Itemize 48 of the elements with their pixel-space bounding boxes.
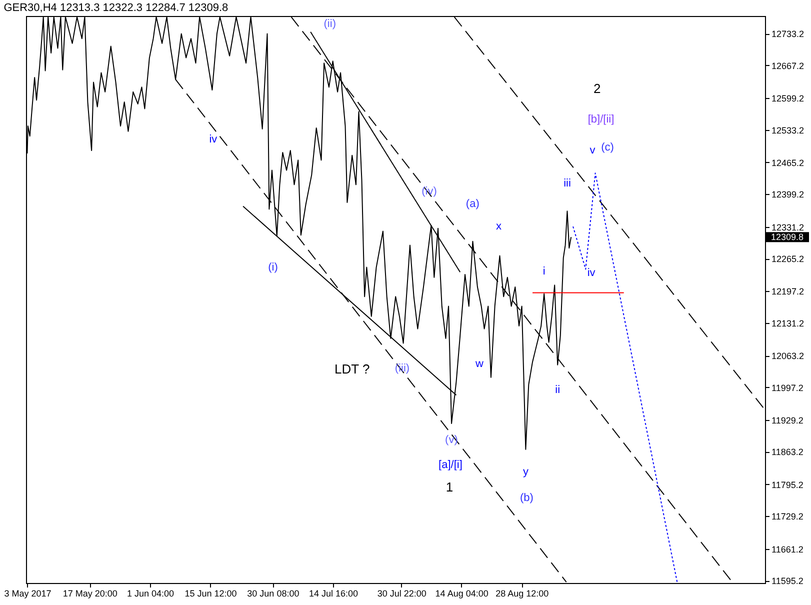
annotation: x [496, 220, 502, 232]
x-tick-label: 14 Jul 16:00 [308, 588, 358, 598]
annotation: [a]/[i] [438, 459, 462, 472]
x-tick-label: 30 Jul 22:00 [377, 588, 426, 598]
annotation: iv [587, 267, 596, 280]
annotation: v [590, 144, 596, 156]
x-tick-label: 17 May 20:00 [62, 588, 118, 598]
y-tick-label: 12131.2 [772, 318, 804, 328]
y-tick-label: 12399.2 [772, 190, 804, 200]
y-tick-label: 11795.2 [772, 480, 804, 490]
x-tick-label: 15 Jun 12:00 [184, 588, 237, 598]
chart-title: GER30,H4 12313.3 12322.3 12284.7 12309.8 [4, 2, 228, 14]
y-tick-label: 11997.2 [772, 382, 804, 393]
annotation: 1 [446, 480, 454, 495]
y-tick-label: 12197.2 [772, 286, 804, 297]
x-tick-label: 14 Aug 04:00 [435, 588, 488, 598]
text: 12309.8 [771, 232, 804, 242]
y-tick-label: 12667.2 [772, 60, 804, 71]
y-tick-label: 11863.2 [772, 447, 804, 458]
y-tick-label: 11595.2 [772, 576, 804, 586]
annotation: (ii) [324, 18, 336, 30]
x-tick-label: 30 Jun 08:00 [247, 588, 300, 598]
y-tick-label: 12465.2 [772, 158, 804, 168]
y-tick-label: 12733.2 [772, 29, 804, 40]
y-tick-label: 11661.2 [772, 544, 804, 554]
annotation: w [474, 358, 484, 370]
y-tick-label: 11729.2 [772, 512, 804, 522]
y-tick-label: 11929.2 [772, 416, 804, 426]
x-tick-label: 3 May 2017 [4, 588, 52, 598]
annotation: ii [555, 384, 560, 396]
x-tick-label: 28 Aug 12:00 [496, 588, 549, 598]
annotation: i [542, 265, 546, 278]
y-tick-label: 12265.2 [772, 254, 804, 264]
annotation: (b) [520, 492, 534, 504]
annotation: LDT ? [334, 362, 370, 377]
annotation: (a) [466, 198, 480, 210]
y-tick-label: 12063.2 [772, 351, 804, 362]
annotation: y [522, 466, 529, 478]
annotation: [b]/[ii] [588, 113, 614, 126]
annotation: (i) [268, 261, 278, 274]
annotation: 2 [593, 81, 601, 96]
annotation: (c) [601, 142, 614, 154]
x-tick-label: 1 Jun 04:00 [126, 588, 174, 598]
y-tick-label: 12599.2 [772, 94, 804, 104]
y-tick-label: 12533.2 [772, 125, 804, 136]
y-tick-label: 12331.2 [772, 222, 804, 232]
annotation: iii [564, 178, 571, 190]
annotation: iv [209, 134, 218, 146]
